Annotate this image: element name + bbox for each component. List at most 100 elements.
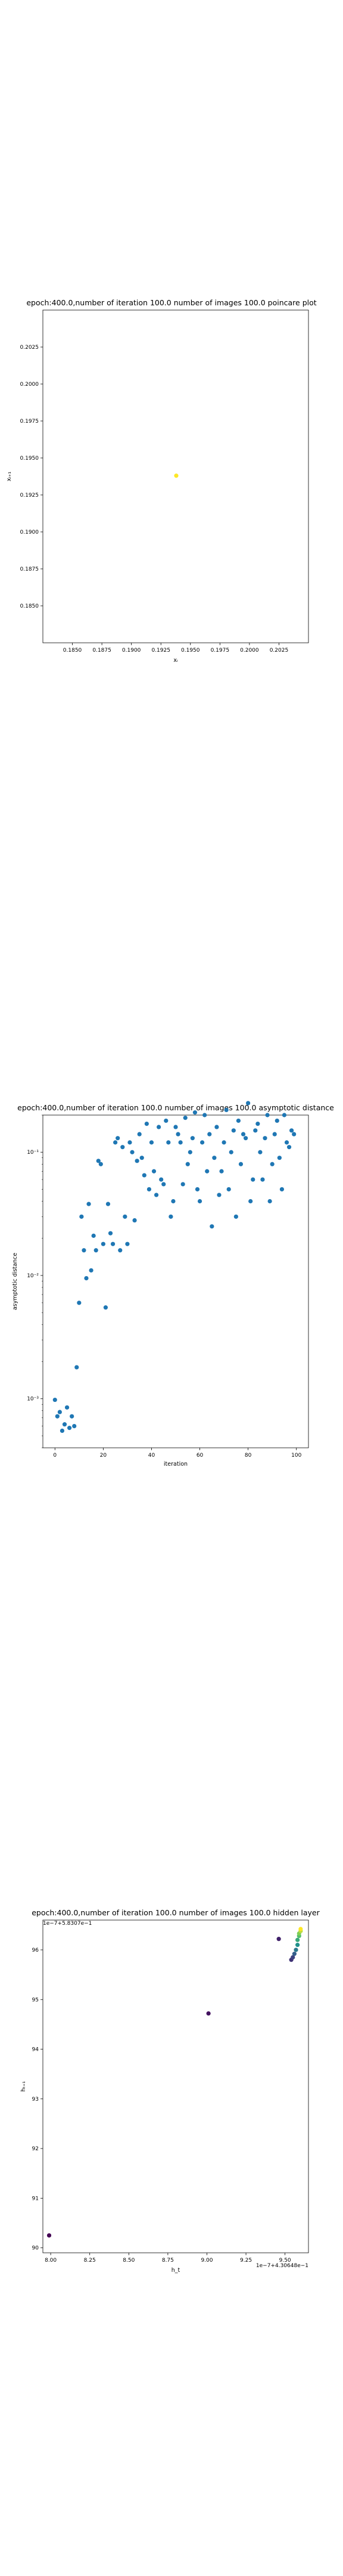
- scatter-point: [248, 1199, 253, 1204]
- y-tick-label: 0.1850: [20, 603, 39, 609]
- scatter-point: [139, 1156, 144, 1160]
- asymptotic-points: [52, 1101, 297, 1433]
- poincare-chart: epoch:400.0,number of iteration 100.0 nu…: [6, 298, 317, 664]
- poincare-y-ticks: 0.1850 0.1875 0.1900 0.1925 0.1950 0.1975 0.20…: [20, 345, 43, 609]
- x-tick-label: 0.1925: [151, 648, 170, 654]
- scatter-point: [118, 1248, 123, 1253]
- x-tick-label: 0.1850: [63, 648, 82, 654]
- scatter-point: [200, 1140, 205, 1145]
- hidden-layer-x-ticks: 8.00 8.25 8.50 8.75 9.00 9.25 9.50: [45, 2253, 291, 2264]
- x-tick-label: 40: [148, 1453, 155, 1459]
- scatter-point: [291, 1955, 295, 1960]
- hidden-layer-y-offset-text: 1e−7+5.8307e−1: [43, 1921, 92, 1927]
- scatter-point: [224, 1107, 229, 1113]
- scatter-point: [116, 1136, 120, 1141]
- scatter-point: [46, 2233, 52, 2238]
- scatter-point: [52, 1397, 57, 1402]
- scatter-point: [212, 1156, 217, 1160]
- x-tick-label: 0: [53, 1453, 57, 1459]
- scatter-point: [113, 1140, 118, 1145]
- scatter-point: [298, 1927, 303, 1931]
- x-tick-label: 0.1875: [92, 648, 111, 654]
- y-tick-label: 0.1925: [20, 493, 39, 499]
- scatter-point: [96, 1159, 101, 1163]
- scatter-point: [125, 1241, 130, 1246]
- scatter-point: [214, 1125, 219, 1129]
- scatter-point: [166, 1140, 171, 1145]
- scatter-point: [89, 1268, 93, 1273]
- scatter-point: [144, 1121, 149, 1126]
- x-tick-label: 0.1975: [211, 648, 230, 654]
- scatter-point: [67, 1426, 72, 1431]
- scatter-point: [57, 1410, 62, 1414]
- scatter-point: [127, 1140, 132, 1145]
- scatter-point: [241, 1132, 246, 1137]
- scatter-point: [255, 1121, 260, 1126]
- scatter-point: [173, 1125, 178, 1129]
- y-tick-label: 0.1900: [20, 530, 39, 535]
- scatter-point: [60, 1428, 65, 1433]
- scatter-point: [222, 1140, 226, 1145]
- scatter-point: [246, 1101, 251, 1106]
- scatter-point: [210, 1224, 214, 1229]
- scatter-point: [110, 1241, 116, 1246]
- scatter-point: [251, 1177, 255, 1182]
- scatter-point: [253, 1128, 258, 1133]
- scatter-point: [130, 1150, 135, 1154]
- scatter-point: [176, 1132, 180, 1137]
- scatter-point: [236, 1118, 241, 1123]
- poincare-y-axis-label: xᵢ₊₁: [6, 472, 13, 481]
- scatter-point: [55, 1414, 60, 1419]
- x-tick-label: 60: [197, 1453, 204, 1459]
- x-tick-label: 8.75: [162, 2258, 174, 2264]
- scatter-point: [294, 1948, 298, 1952]
- x-tick-label: 8.00: [45, 2258, 57, 2264]
- scatter-point: [276, 1937, 281, 1942]
- scatter-point: [161, 1182, 166, 1187]
- scatter-point: [132, 1218, 137, 1223]
- scatter-point: [108, 1231, 113, 1236]
- scatter-point: [219, 1169, 224, 1174]
- scatter-point: [79, 1214, 84, 1219]
- scatter-point: [265, 1113, 270, 1117]
- scatter-point: [135, 1159, 139, 1163]
- x-tick-label: 100: [291, 1453, 301, 1459]
- scatter-point: [146, 1187, 151, 1192]
- scatter-point: [174, 473, 179, 478]
- scatter-point: [226, 1187, 231, 1192]
- y-tick-label: 91: [32, 2196, 39, 2202]
- scatter-point: [154, 1193, 159, 1197]
- scatter-point: [202, 1113, 207, 1117]
- scatter-point: [195, 1187, 200, 1192]
- y-tick-label: 0.2000: [20, 382, 39, 388]
- scatter-point: [260, 1177, 265, 1182]
- poincare-title: epoch:400.0,number of iteration 100.0 nu…: [26, 298, 316, 307]
- scatter-point: [151, 1169, 157, 1174]
- scatter-point: [279, 1187, 284, 1192]
- scatter-point: [70, 1414, 74, 1419]
- y-tick-label: 95: [32, 1997, 39, 2003]
- scatter-point: [207, 1132, 212, 1137]
- hidden-layer-chart: epoch:400.0,number of iteration 100.0 nu…: [20, 1908, 320, 2274]
- scatter-point: [103, 1305, 108, 1310]
- scatter-point: [91, 1233, 96, 1238]
- scatter-point: [84, 1275, 89, 1281]
- scatter-point: [192, 1110, 198, 1115]
- scatter-point: [105, 1202, 111, 1206]
- scatter-point: [286, 1145, 292, 1150]
- scatter-point: [185, 1162, 190, 1166]
- poincare-x-ticks: 0.1850 0.1875 0.1900 0.1925 0.1950 0.1975 0.20…: [63, 643, 288, 654]
- scatter-point: [62, 1422, 67, 1427]
- scatter-point: [77, 1301, 82, 1305]
- y-tick-label: 0.1875: [20, 566, 39, 572]
- scatter-point: [263, 1136, 267, 1141]
- y-tick-label: 96: [32, 1948, 39, 1953]
- scatter-point: [149, 1140, 154, 1145]
- hidden-layer-points: [46, 1927, 303, 2238]
- x-tick-label: 0.1900: [122, 648, 141, 654]
- y-tick-label: 10⁻¹: [27, 1150, 39, 1156]
- x-tick-label: 20: [100, 1453, 107, 1459]
- scatter-point: [188, 1150, 192, 1154]
- scatter-point: [284, 1140, 289, 1145]
